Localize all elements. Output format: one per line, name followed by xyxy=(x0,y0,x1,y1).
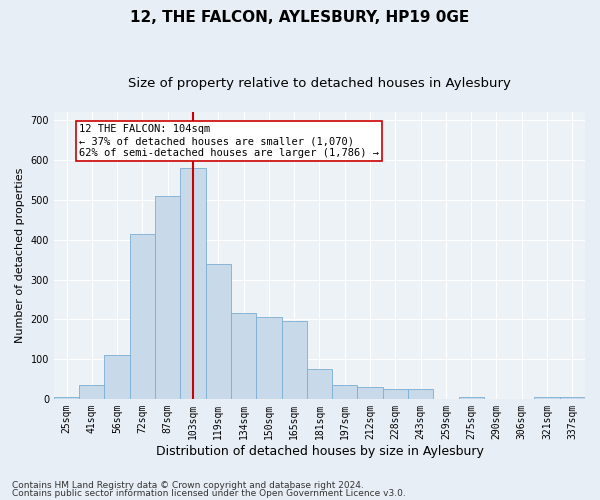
Y-axis label: Number of detached properties: Number of detached properties xyxy=(15,168,25,344)
X-axis label: Distribution of detached houses by size in Aylesbury: Distribution of detached houses by size … xyxy=(155,444,484,458)
Bar xyxy=(104,355,130,399)
Bar xyxy=(458,397,484,399)
Text: Contains public sector information licensed under the Open Government Licence v3: Contains public sector information licen… xyxy=(12,488,406,498)
Bar xyxy=(560,397,585,399)
Text: 12, THE FALCON, AYLESBURY, HP19 0GE: 12, THE FALCON, AYLESBURY, HP19 0GE xyxy=(130,10,470,25)
Bar xyxy=(535,397,560,399)
Bar xyxy=(383,389,408,399)
Text: Contains HM Land Registry data © Crown copyright and database right 2024.: Contains HM Land Registry data © Crown c… xyxy=(12,481,364,490)
Bar xyxy=(231,314,256,399)
Bar xyxy=(358,387,383,399)
Bar xyxy=(256,318,281,399)
Bar xyxy=(281,322,307,399)
Title: Size of property relative to detached houses in Aylesbury: Size of property relative to detached ho… xyxy=(128,78,511,90)
Bar xyxy=(54,397,79,399)
Bar xyxy=(79,385,104,399)
Bar xyxy=(130,234,155,399)
Bar xyxy=(206,264,231,399)
Text: 12 THE FALCON: 104sqm
← 37% of detached houses are smaller (1,070)
62% of semi-d: 12 THE FALCON: 104sqm ← 37% of detached … xyxy=(79,124,379,158)
Bar xyxy=(181,168,206,399)
Bar xyxy=(408,389,433,399)
Bar xyxy=(332,385,358,399)
Bar xyxy=(307,369,332,399)
Bar xyxy=(155,196,181,399)
